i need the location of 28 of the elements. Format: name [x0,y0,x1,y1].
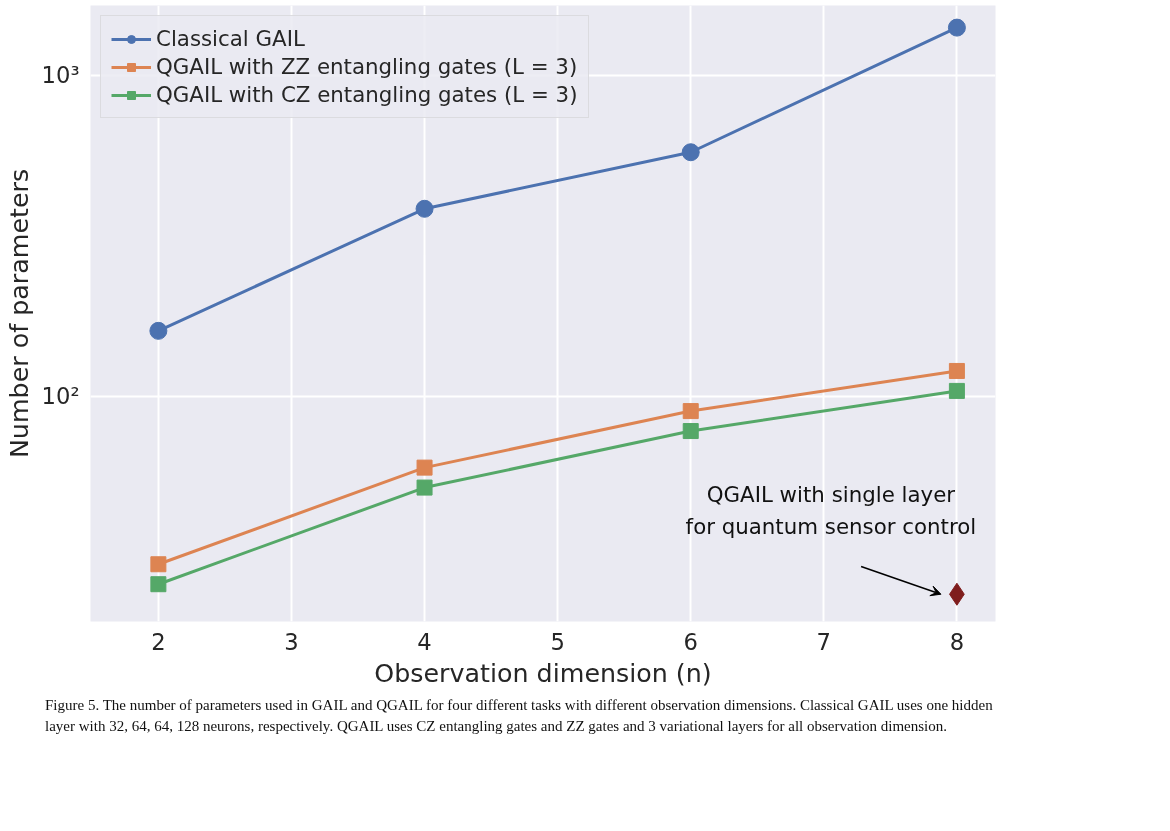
point [682,423,699,440]
point [416,479,433,496]
caption: Figure 5. The number of parameters used in GAIL and QGAIL for four different tasks with different observation dimensions. Classical GAIL uses one hidden layer with 32, 64, 64, 128 neurons, respectively. QGAIL uses CZ entangling gates and ZZ gates and 3 variational layers for all observation dimension. [45,696,994,737]
x-tick-label: 2 [151,628,166,655]
x-axis-title: Observation dimension (n) [374,657,712,688]
x-tick-label: 7 [816,628,832,655]
point [681,143,700,162]
legend-label: QGAIL with CZ entangling gates (L = 3) [156,82,578,107]
point [149,321,168,340]
y-tick-label: 10³ [41,62,80,89]
x-tick-label: 3 [284,628,299,655]
point [947,18,966,37]
x-tick-label: 8 [949,628,965,655]
point [948,362,965,379]
point [948,382,965,399]
x-tick-label: 6 [683,628,698,655]
point [415,199,434,218]
legend-label: QGAIL with ZZ entangling gates (L = 3) [156,54,578,79]
x-tick-label: 4 [417,628,432,655]
legend-label: Classical GAIL [156,26,305,51]
y-tick-label: 10² [41,383,80,410]
point [682,403,699,420]
x-tick-label: 5 [550,628,565,655]
point [416,459,433,476]
annotation: QGAIL with single layer for quantum sensor control [685,481,977,540]
y-axis-title: Number of parameters [3,168,34,459]
point [150,556,167,573]
point [150,576,167,593]
